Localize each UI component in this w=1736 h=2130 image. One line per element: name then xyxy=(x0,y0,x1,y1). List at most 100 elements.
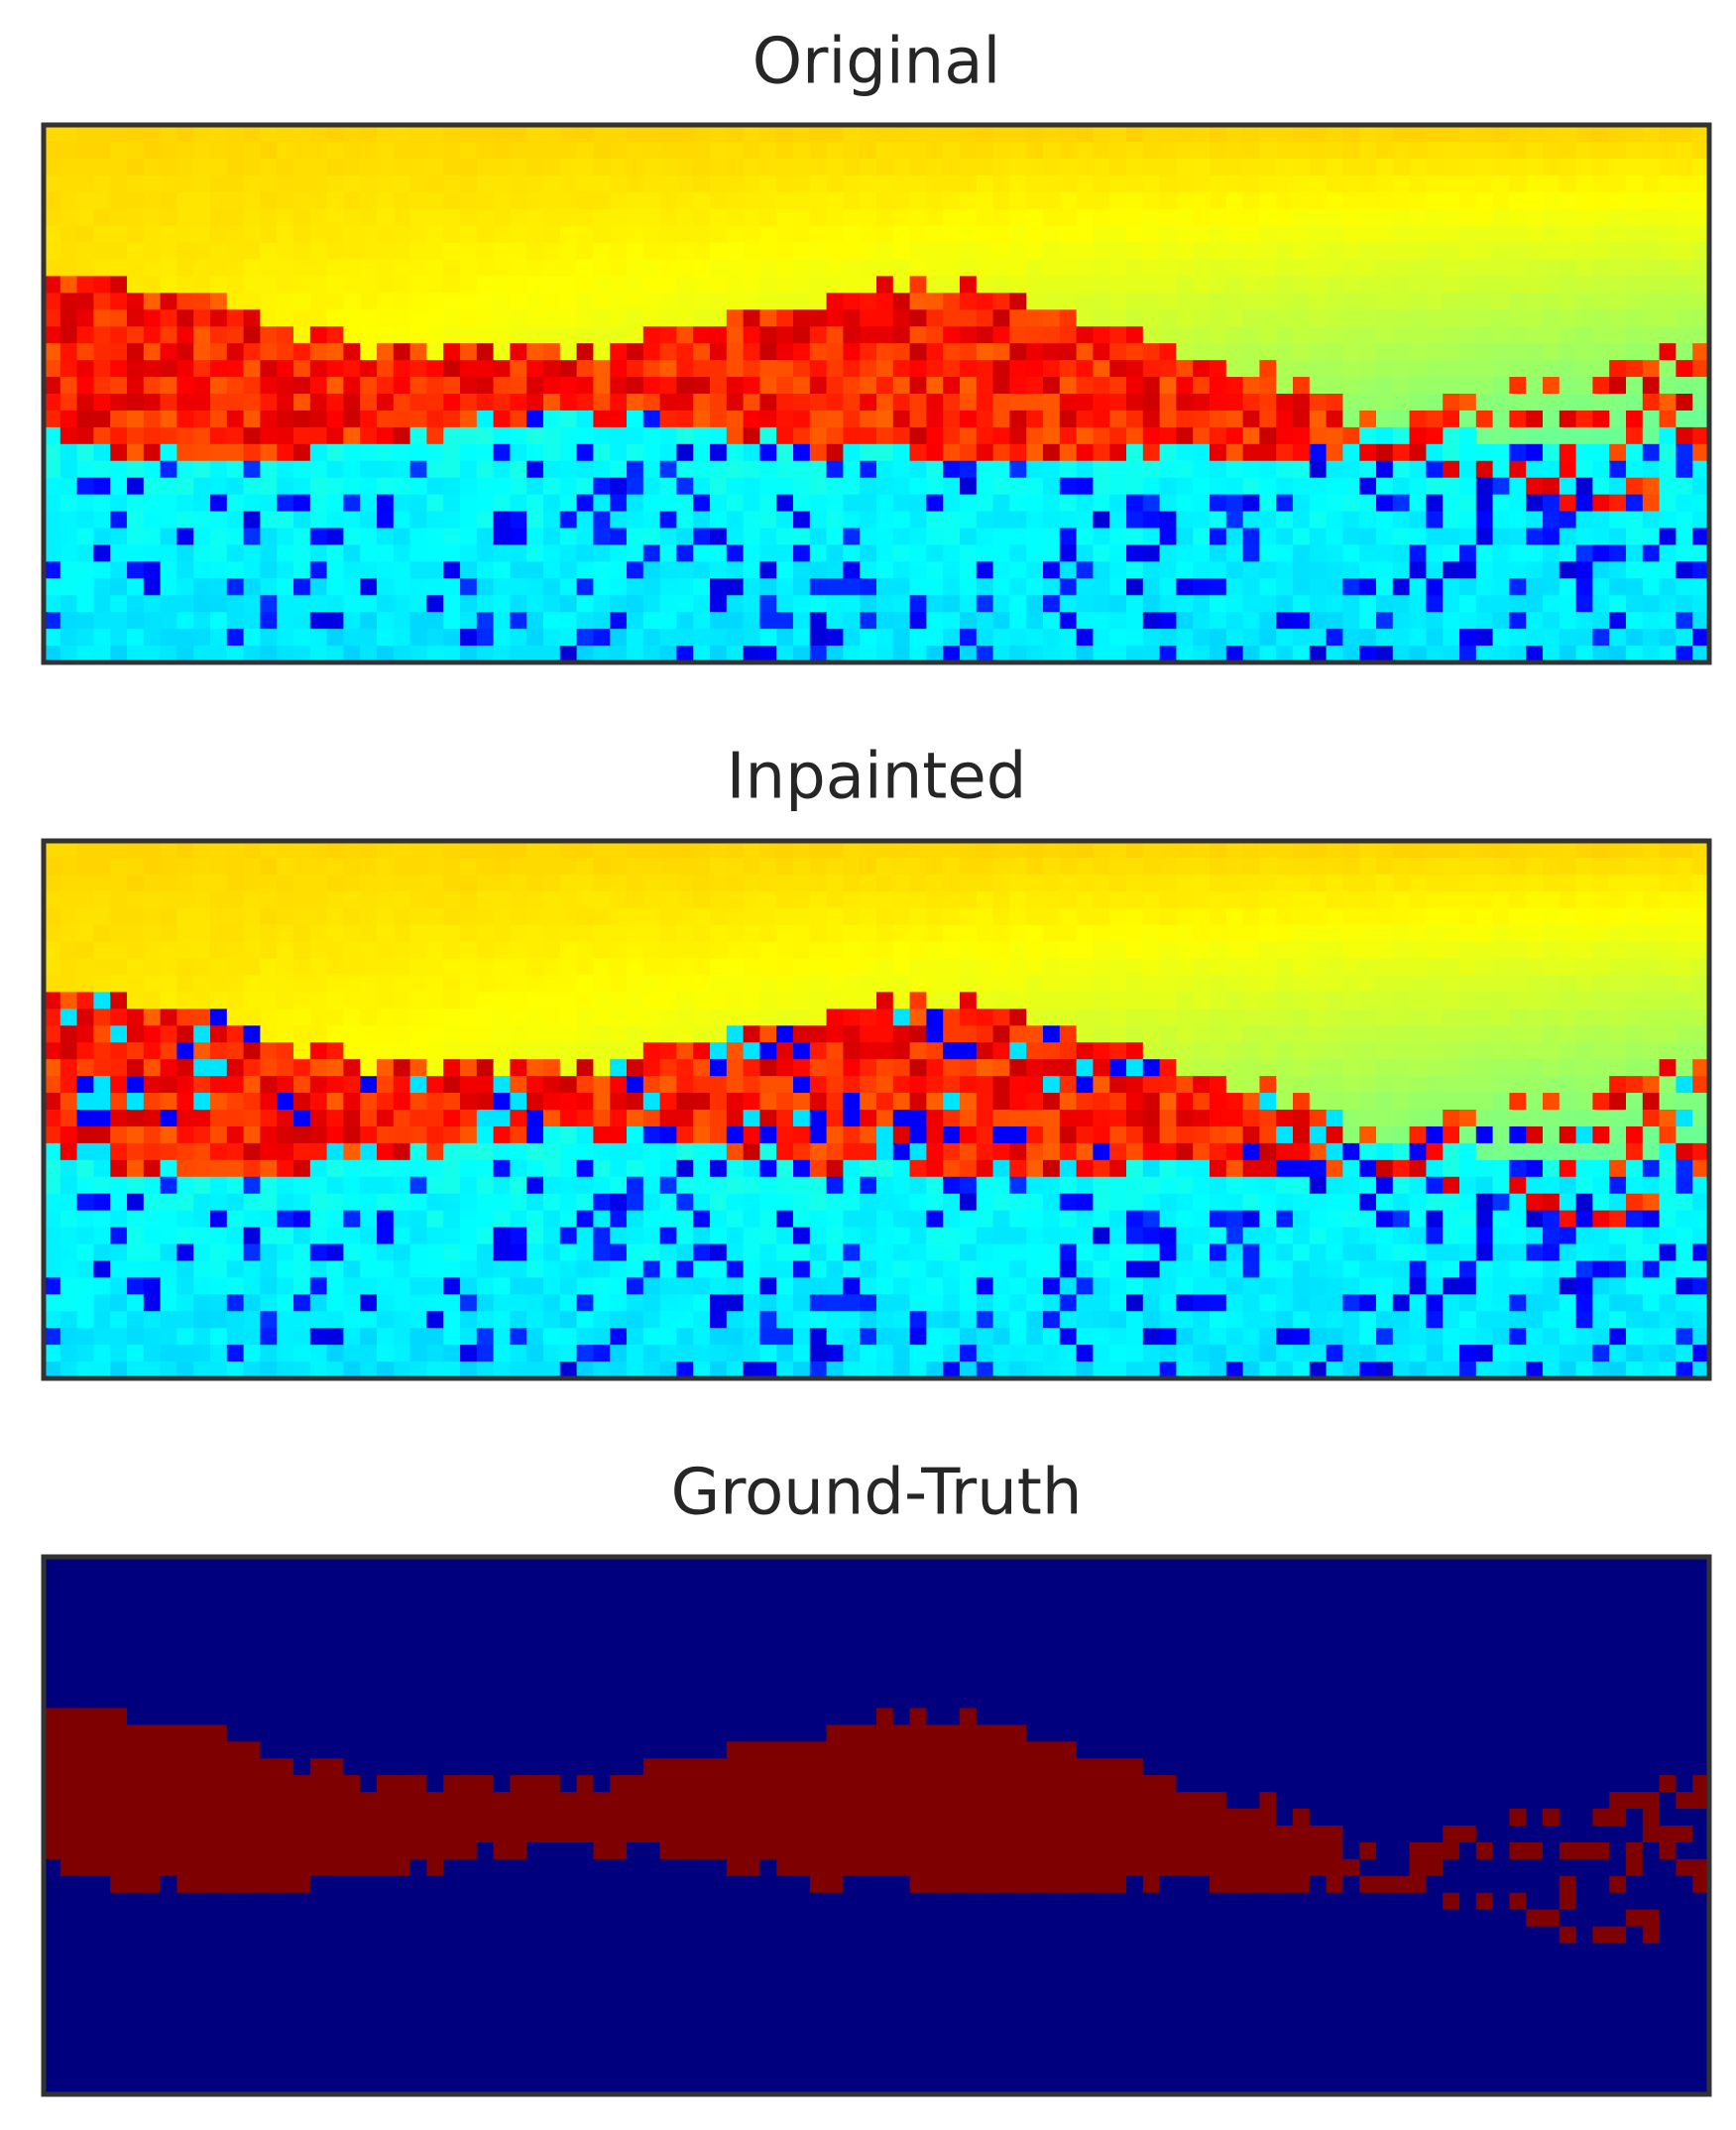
heatmap-cell xyxy=(1659,343,1677,361)
heatmap-cell xyxy=(1659,426,1677,445)
heatmap-cell xyxy=(776,377,794,395)
heatmap-cell xyxy=(293,208,311,227)
heatmap-cell xyxy=(226,343,245,361)
heatmap-cell xyxy=(393,326,411,344)
heatmap-cell xyxy=(1076,259,1094,278)
heatmap-cell xyxy=(976,141,994,160)
heatmap-cell xyxy=(726,343,745,361)
heatmap-cell xyxy=(393,1076,411,1094)
heatmap-cell xyxy=(326,293,344,310)
heatmap-cell xyxy=(659,225,677,244)
heatmap-cell xyxy=(210,242,228,261)
heatmap-cell xyxy=(1076,394,1094,412)
heatmap-cell xyxy=(1142,360,1161,378)
heatmap-cell xyxy=(1142,394,1161,412)
heatmap-cell xyxy=(243,528,261,546)
heatmap-cell xyxy=(543,561,561,579)
heatmap-cell xyxy=(1242,208,1260,227)
heatmap-cell xyxy=(1026,410,1044,428)
heatmap-cell xyxy=(559,293,578,310)
heatmap-cell xyxy=(1443,629,1460,647)
heatmap-cell xyxy=(493,890,511,909)
heatmap-cell xyxy=(1592,426,1610,445)
heatmap-cell xyxy=(976,426,994,445)
heatmap-cell xyxy=(543,276,561,294)
heatmap-cell xyxy=(693,612,711,630)
heatmap-cell xyxy=(1159,646,1177,663)
heatmap-cell xyxy=(1492,426,1510,445)
heatmap-cell xyxy=(1276,360,1294,378)
heatmap-cell xyxy=(260,595,278,613)
heatmap-cell xyxy=(1043,477,1061,496)
heatmap-cell xyxy=(826,1008,844,1026)
heatmap-cell xyxy=(676,890,694,909)
heatmap-cell xyxy=(176,612,194,630)
heatmap-cell xyxy=(360,1042,378,1060)
heatmap-cell xyxy=(127,907,145,926)
heatmap-cell xyxy=(1592,360,1610,378)
heatmap-cell xyxy=(1059,992,1078,1009)
heatmap-cell xyxy=(1126,141,1144,160)
heatmap-cell xyxy=(1359,1093,1377,1111)
heatmap-cell xyxy=(293,141,311,160)
heatmap-cell xyxy=(659,528,677,546)
heatmap-cell xyxy=(1225,646,1244,663)
heatmap-cell xyxy=(593,941,611,960)
heatmap-cell xyxy=(377,992,395,1009)
heatmap-cell xyxy=(426,377,444,395)
heatmap-cell xyxy=(360,410,378,428)
heatmap-cell xyxy=(693,309,711,327)
heatmap-cell xyxy=(443,841,461,859)
heatmap-cell xyxy=(1409,561,1427,579)
heatmap-cell xyxy=(1392,629,1411,647)
heatmap-cell xyxy=(160,612,177,630)
heatmap-cell xyxy=(243,890,261,909)
heatmap-cell xyxy=(1475,578,1494,596)
heatmap-cell xyxy=(309,544,328,562)
heatmap-cell xyxy=(460,511,478,530)
heatmap-cell xyxy=(493,276,511,294)
heatmap-cell xyxy=(59,426,78,445)
heatmap-cell xyxy=(1443,992,1460,1009)
heatmap-cell xyxy=(526,494,544,513)
heatmap-cell xyxy=(1559,1042,1577,1060)
heatmap-cell xyxy=(1659,360,1677,378)
heatmap-cell xyxy=(793,1110,811,1127)
heatmap-cell xyxy=(1626,857,1644,876)
heatmap-cell xyxy=(1526,1076,1544,1094)
heatmap-cell xyxy=(176,511,194,530)
heatmap-cell xyxy=(1659,410,1677,428)
heatmap-cell xyxy=(610,477,628,496)
heatmap-cell xyxy=(127,629,145,647)
heatmap-cell xyxy=(543,1042,561,1060)
heatmap-cell xyxy=(76,629,94,647)
heatmap-cell xyxy=(726,595,745,613)
heatmap-cell xyxy=(1642,958,1661,977)
heatmap-cell xyxy=(277,1008,294,1026)
heatmap-cell xyxy=(443,1125,461,1144)
heatmap-cell xyxy=(1575,578,1593,596)
heatmap-cell xyxy=(892,276,911,294)
heatmap-cell xyxy=(193,941,211,960)
heatmap-cell xyxy=(1359,595,1377,613)
heatmap-cell xyxy=(1009,890,1027,909)
heatmap-cell xyxy=(793,1076,811,1094)
heatmap-cell xyxy=(1526,941,1544,960)
heatmap-cell xyxy=(860,841,877,859)
heatmap-cell xyxy=(393,125,411,143)
heatmap-cell xyxy=(892,175,911,193)
heatmap-cell xyxy=(743,426,760,445)
heatmap-cell xyxy=(326,309,344,327)
heatmap-cell xyxy=(726,360,745,378)
heatmap-cell xyxy=(1575,360,1593,378)
heatmap-cell xyxy=(526,1125,544,1144)
heatmap-cell xyxy=(1526,975,1544,994)
heatmap-cell xyxy=(377,1093,395,1111)
heatmap-cell xyxy=(377,1025,395,1043)
heatmap-cell xyxy=(176,426,194,445)
heatmap-cell xyxy=(860,924,877,943)
heatmap-cell xyxy=(909,1042,927,1060)
heatmap-cell xyxy=(1492,992,1510,1009)
heatmap-cell xyxy=(409,276,427,294)
heatmap-cell xyxy=(992,477,1010,496)
